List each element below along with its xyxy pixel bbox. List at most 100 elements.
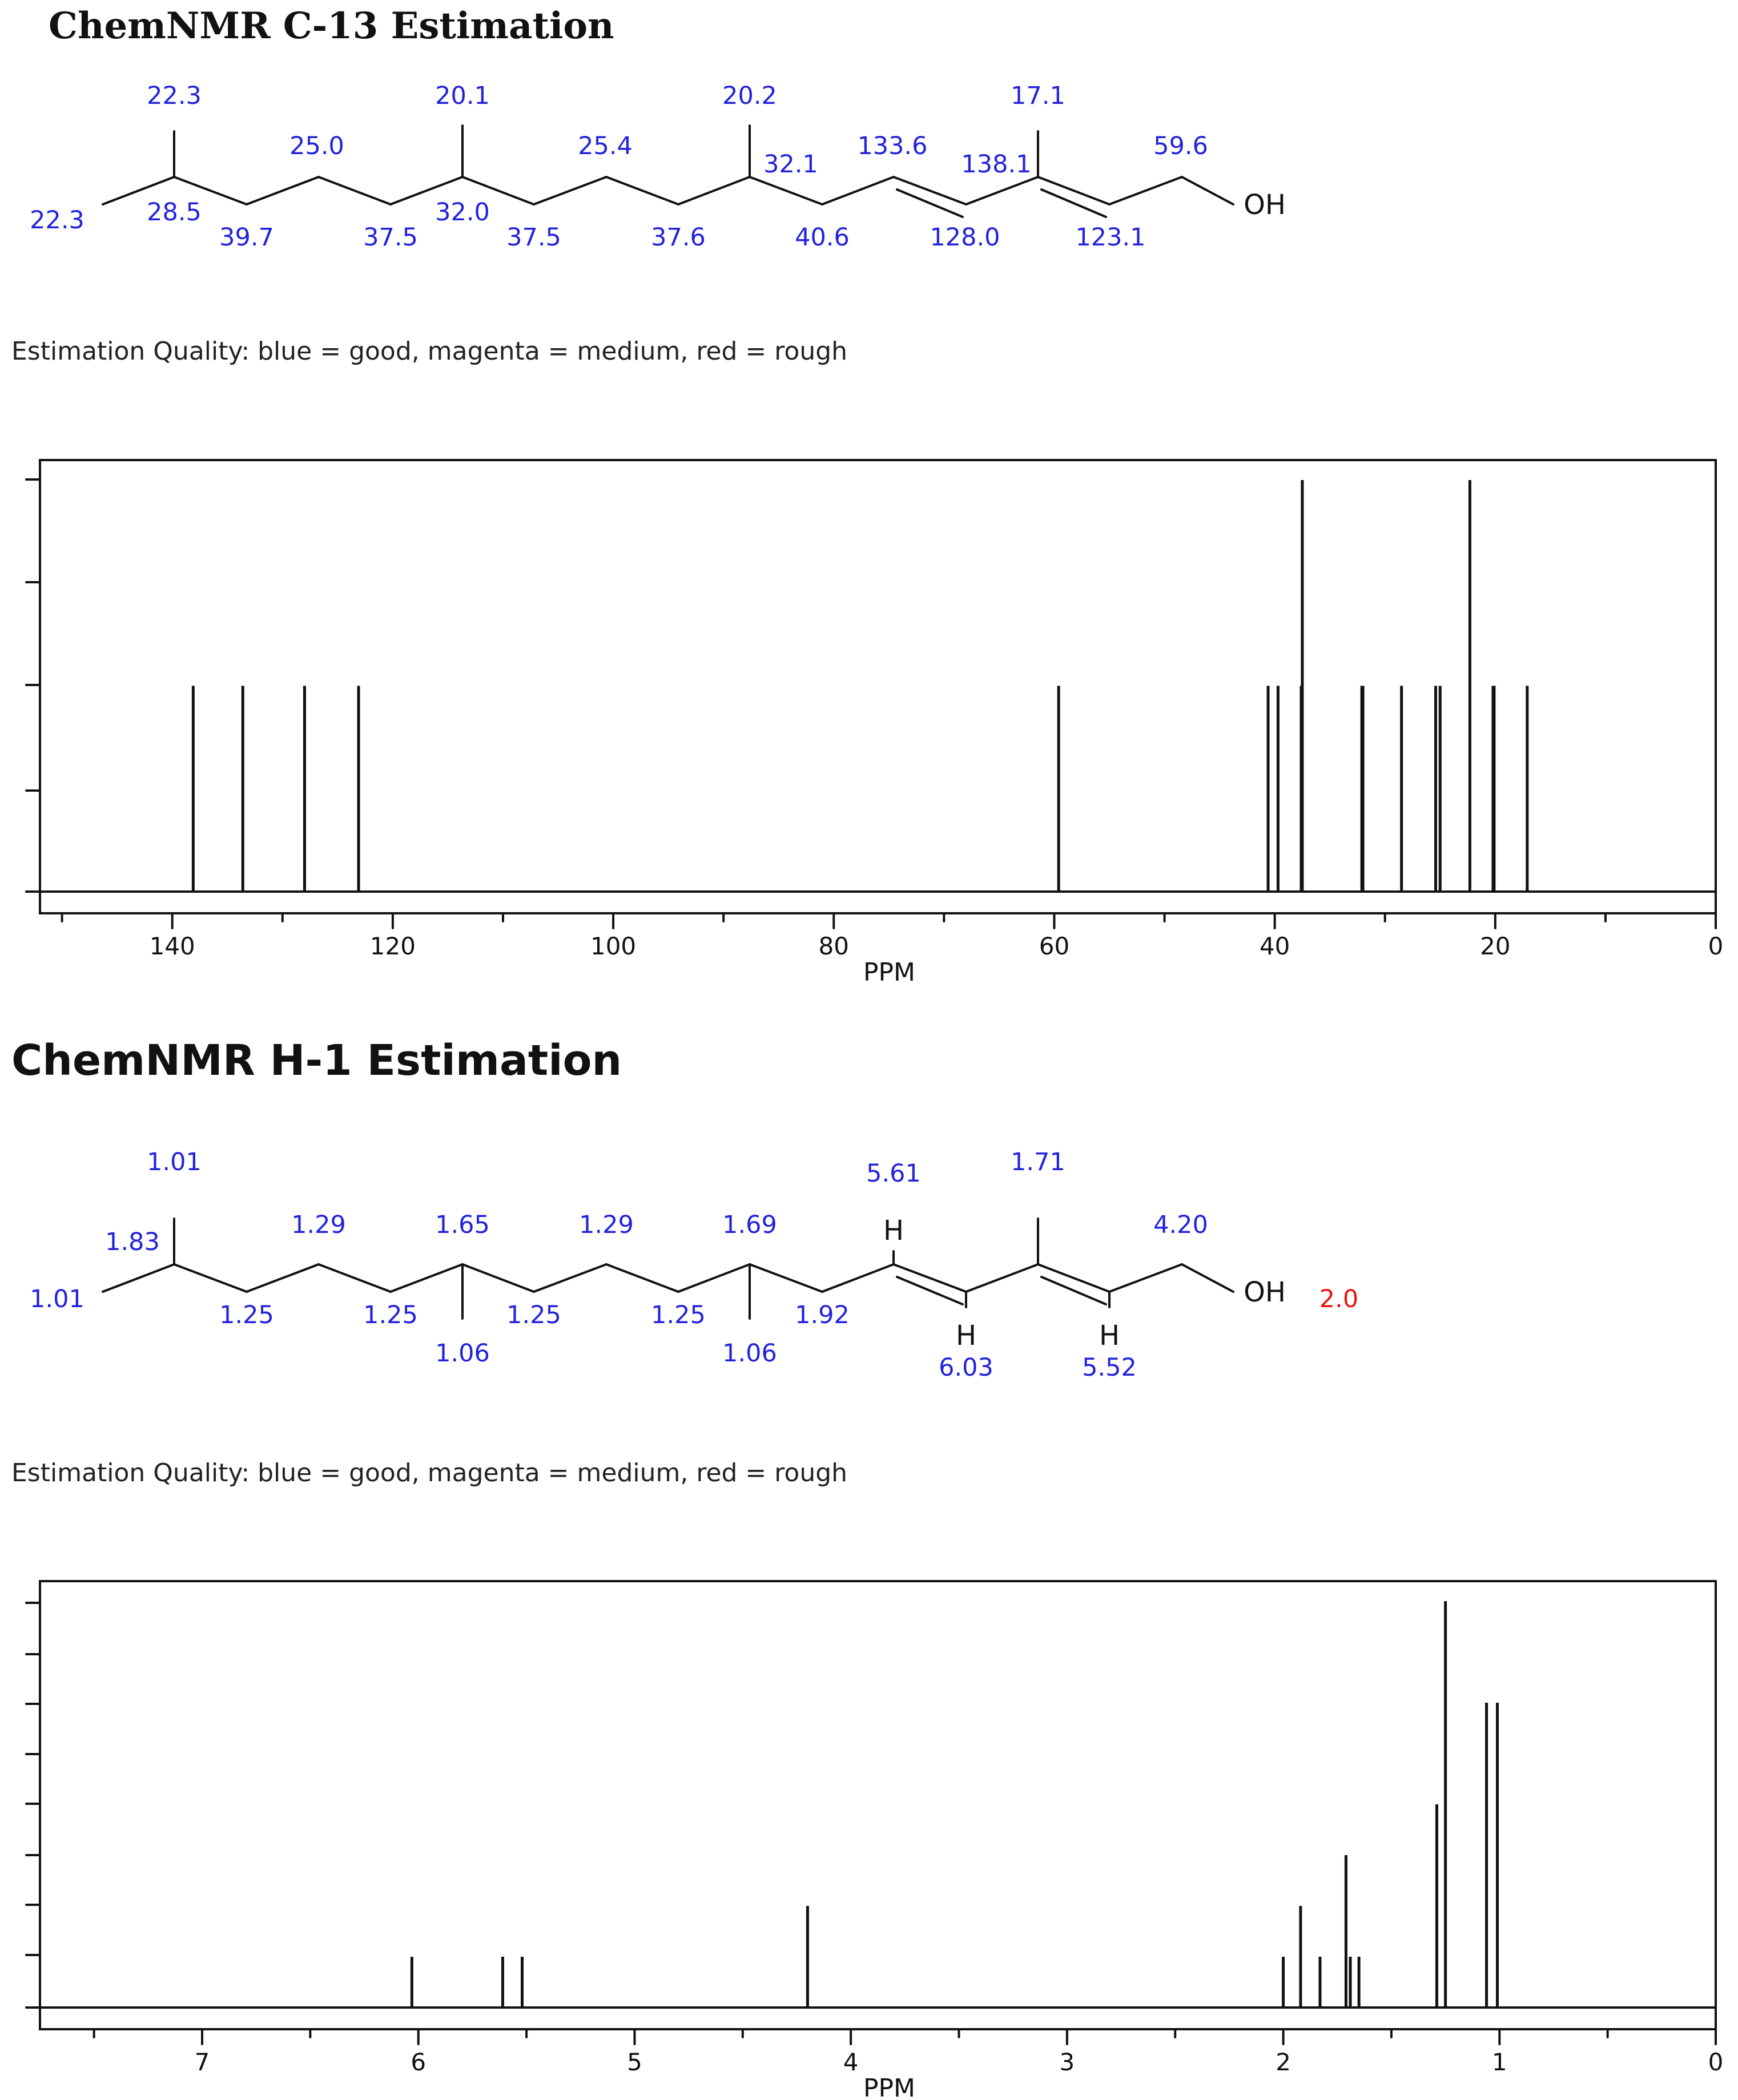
c13-shift-label: 37.5 [506, 223, 561, 252]
c13-backbone-bond-7 [605, 176, 679, 205]
h1-shift-label: 1.25 [651, 1301, 706, 1329]
c13-backbone-bond-14 [1108, 176, 1183, 205]
h1-spectrum-x-tick-label: 4 [843, 2048, 859, 2076]
c13-shift-label: 32.0 [435, 198, 490, 227]
c13-backbone-bond-13 [1037, 176, 1111, 205]
h1-shift-label: 1.65 [435, 1211, 490, 1239]
h1-backbone-bond-2 [246, 1263, 320, 1293]
h1-backbone-bond-5 [461, 1263, 535, 1293]
h1-backbone-bond-7 [605, 1263, 679, 1293]
c13-backbone-bond-12 [965, 176, 1039, 205]
c13-spectrum-x-tick-label: 120 [370, 932, 416, 960]
c13-shift-label: 59.6 [1153, 132, 1208, 160]
h1-spectrum-x-tick-label: 6 [411, 2048, 426, 2076]
h1-shift-label: 1.71 [1011, 1148, 1065, 1176]
c13-oh-label: OH [1244, 189, 1286, 221]
c13-backbone-bond-5 [461, 176, 535, 205]
h1-double-bond-2 [1040, 1276, 1107, 1305]
c13-backbone-bond-3 [317, 176, 392, 205]
c13-shift-label: 39.7 [219, 223, 274, 252]
h1-backbone-bond-9 [749, 1263, 823, 1293]
c13-backbone-bond-1 [173, 176, 248, 205]
h1-shift-label: 1.06 [722, 1339, 777, 1368]
c13-shift-label: 133.6 [857, 132, 927, 160]
c13-spectrum-x-tick-label: 100 [590, 932, 636, 960]
c13-backbone-bond-9 [749, 176, 823, 205]
c13-double-bond-2 [1040, 188, 1107, 218]
h1-title: ChemNMR H-1 Estimation [11, 1036, 622, 1085]
h1-shift-label: 4.20 [1153, 1211, 1208, 1239]
h1-shift-label: 1.01 [147, 1148, 202, 1176]
c13-backbone-bond-15 [1181, 176, 1234, 205]
h1-shift-label: 1.69 [722, 1211, 777, 1239]
c13-double-bond-1 [896, 188, 964, 218]
h1-shift-label: 1.01 [30, 1285, 85, 1313]
h1-backbone-bond-0 [102, 1263, 175, 1293]
c13-shift-label: 138.1 [961, 150, 1031, 179]
h1-backbone-bond-13 [1037, 1263, 1111, 1293]
c13-shift-label: 123.1 [1075, 223, 1145, 252]
h1-spectrum-x-tick-label: 2 [1276, 2048, 1291, 2076]
c13-spectrum-x-tick-label: 0 [1708, 932, 1724, 960]
h1-backbone-bond-12 [965, 1263, 1039, 1293]
h1-shift-label: 1.29 [291, 1211, 346, 1239]
c13-shift-label: 25.0 [289, 132, 344, 160]
h1-shift-label: 6.03 [939, 1353, 993, 1382]
c13-shift-label: 32.1 [763, 150, 818, 179]
c13-shift-label: 128.0 [930, 223, 1000, 252]
h1-shift-label: 2.0 [1319, 1285, 1358, 1313]
c13-shift-label: 37.6 [651, 223, 706, 252]
c13-title: ChemNMR C-13 Estimation [49, 5, 614, 47]
c13-spectrum-x-tick-label: 40 [1260, 932, 1290, 960]
c13-shift-label: 22.3 [147, 82, 202, 110]
h1-shift-label: 1.83 [105, 1228, 160, 1256]
h1-shift-label: 1.29 [579, 1211, 634, 1239]
h1-double-bond-1 [896, 1276, 964, 1305]
c13-shift-label: 22.3 [30, 206, 85, 235]
h1-shift-label: 1.92 [795, 1301, 850, 1329]
c13-spectrum-x-tick-label: 80 [819, 932, 849, 960]
h1-backbone-bond-15 [1181, 1263, 1234, 1293]
c13-quality-note: Estimation Quality: blue = good, magenta… [11, 337, 848, 366]
h1-spectrum-x-tick-label: 5 [627, 2048, 642, 2076]
c13-backbone-bond-4 [389, 176, 464, 205]
h1-backbone-bond-4 [389, 1263, 464, 1293]
c13-shift-label: 17.1 [1011, 82, 1065, 110]
c13-backbone-bond-0 [102, 176, 175, 205]
h1-spectrum-x-axis-label: PPM [863, 2074, 915, 2100]
h1-h-atom-3: H [1099, 1320, 1120, 1352]
h1-backbone-bond-3 [317, 1263, 392, 1293]
h1-backbone-bond-1 [173, 1263, 248, 1293]
h1-shift-label: 1.06 [435, 1339, 490, 1368]
h1-spectrum-x-tick-label: 3 [1060, 2048, 1075, 2076]
c13-spectrum-x-tick-label: 60 [1039, 932, 1069, 960]
h1-h-atom-1: H [883, 1215, 904, 1247]
c13-spectrum-x-tick-label: 140 [150, 932, 195, 960]
c13-backbone-bond-11 [892, 176, 967, 205]
h1-backbone-bond-8 [677, 1263, 751, 1293]
c13-shift-label: 20.1 [435, 82, 490, 110]
h1-backbone-bond-11 [892, 1263, 967, 1293]
c13-spectrum-x-axis-label: PPM [863, 958, 915, 987]
c13-shift-label: 37.5 [363, 223, 418, 252]
h1-spectrum-plot-frame [39, 1580, 1717, 2030]
c13-shift-label: 40.6 [795, 223, 850, 252]
h1-spectrum-x-tick-label: 0 [1708, 2048, 1724, 2076]
c13-backbone-bond-8 [677, 176, 751, 205]
h1-h-atom-2: H [956, 1320, 976, 1352]
h1-shift-label: 5.61 [866, 1159, 921, 1188]
c13-backbone-bond-6 [533, 176, 608, 205]
c13-shift-label: 25.4 [578, 132, 633, 160]
h1-shift-label: 1.25 [506, 1301, 561, 1329]
h1-shift-label: 1.25 [219, 1301, 274, 1329]
h1-backbone-bond-6 [533, 1263, 608, 1293]
c13-shift-label: 28.5 [147, 198, 202, 227]
h1-spectrum-x-tick-label: 7 [195, 2048, 210, 2076]
h1-spectrum-x-tick-label: 1 [1492, 2048, 1507, 2076]
c13-shift-label: 20.2 [722, 82, 777, 110]
c13-backbone-bond-2 [246, 176, 320, 205]
c13-spectrum-x-tick-label: 20 [1480, 932, 1510, 960]
h1-shift-label: 1.25 [363, 1301, 418, 1329]
h1-oh-label: OH [1244, 1276, 1286, 1308]
